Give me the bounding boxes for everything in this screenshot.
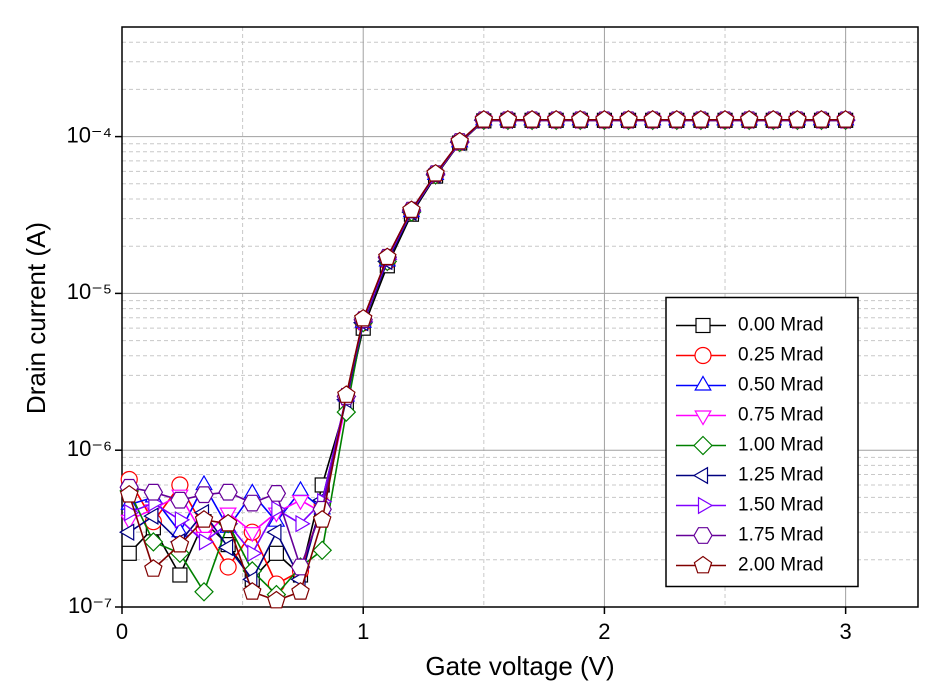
marker [143, 483, 164, 501]
plot-frame [121, 26, 919, 608]
marker [312, 540, 333, 561]
marker [498, 110, 518, 128]
marker [219, 558, 237, 576]
marker [143, 507, 159, 525]
marker [218, 513, 238, 532]
marker [693, 527, 713, 544]
x-tick-label: 1 [357, 619, 369, 644]
marker [693, 555, 713, 574]
marker [812, 110, 831, 128]
marker [291, 480, 310, 496]
marker [295, 514, 311, 533]
y-tick-label: 10⁻⁷ [68, 593, 112, 618]
marker [194, 486, 214, 504]
marker [242, 494, 262, 512]
marker [218, 483, 238, 501]
marker [121, 545, 137, 561]
legend-text: 0.75 Mrad [738, 405, 824, 426]
marker [695, 317, 711, 334]
marker [836, 110, 855, 128]
marker [174, 510, 191, 529]
marker [119, 523, 135, 542]
marker [697, 496, 714, 515]
legend-text: 1.00 Mrad [738, 435, 824, 456]
marker [739, 110, 759, 128]
marker [337, 385, 356, 403]
marker [522, 110, 542, 128]
marker [546, 110, 566, 128]
marker [763, 110, 783, 128]
marker [312, 510, 332, 528]
marker [291, 495, 310, 511]
marker [353, 308, 373, 327]
marker [170, 491, 190, 509]
legend-text: 0.25 Mrad [738, 345, 824, 366]
marker [170, 534, 190, 553]
x-tick-label: 3 [840, 619, 852, 644]
marker [378, 247, 397, 266]
y-tick-label: 10⁻⁵ [67, 279, 112, 304]
marker [788, 110, 807, 128]
marker [271, 500, 287, 519]
y-tick-label: 10⁻⁶ [67, 436, 112, 461]
marker [715, 110, 735, 128]
marker [266, 523, 282, 542]
marker [243, 527, 262, 543]
x-tick-label: 0 [116, 619, 128, 644]
marker [426, 163, 445, 182]
marker [693, 435, 713, 456]
marker [474, 110, 494, 128]
marker [194, 510, 214, 528]
marker [144, 559, 163, 577]
series [119, 110, 855, 609]
marker [692, 466, 709, 485]
marker [143, 532, 164, 552]
marker [619, 110, 638, 128]
legend-text: 0.50 Mrad [738, 375, 824, 396]
marker [247, 544, 263, 563]
legend-text: 1.75 Mrad [738, 525, 824, 546]
marker [643, 110, 662, 128]
legend-text: 2.00 Mrad [738, 555, 824, 576]
marker [450, 131, 470, 150]
legend-text: 0.00 Mrad [738, 315, 824, 336]
marker [291, 582, 310, 600]
marker [402, 200, 421, 218]
marker [694, 346, 712, 365]
marker [267, 590, 286, 609]
marker [694, 375, 712, 391]
marker [194, 581, 214, 602]
marker [268, 545, 284, 561]
marker [570, 110, 590, 128]
marker [217, 538, 234, 557]
marker [124, 503, 140, 522]
marker [172, 567, 188, 583]
marker [694, 410, 712, 426]
marker [119, 484, 139, 503]
y-axis-label: Drain current (A) [21, 222, 51, 414]
legend-text: 1.50 Mrad [738, 495, 824, 516]
marker [198, 533, 215, 551]
x-axis-label: Gate voltage (V) [425, 651, 614, 681]
y-tick-label: 10⁻⁴ [66, 122, 112, 147]
marker [667, 110, 687, 128]
marker [242, 582, 262, 600]
marker [595, 110, 614, 128]
marker [691, 110, 711, 128]
marker [266, 485, 287, 502]
legend-text: 1.25 Mrad [738, 465, 824, 486]
x-tick-label: 2 [598, 619, 610, 644]
